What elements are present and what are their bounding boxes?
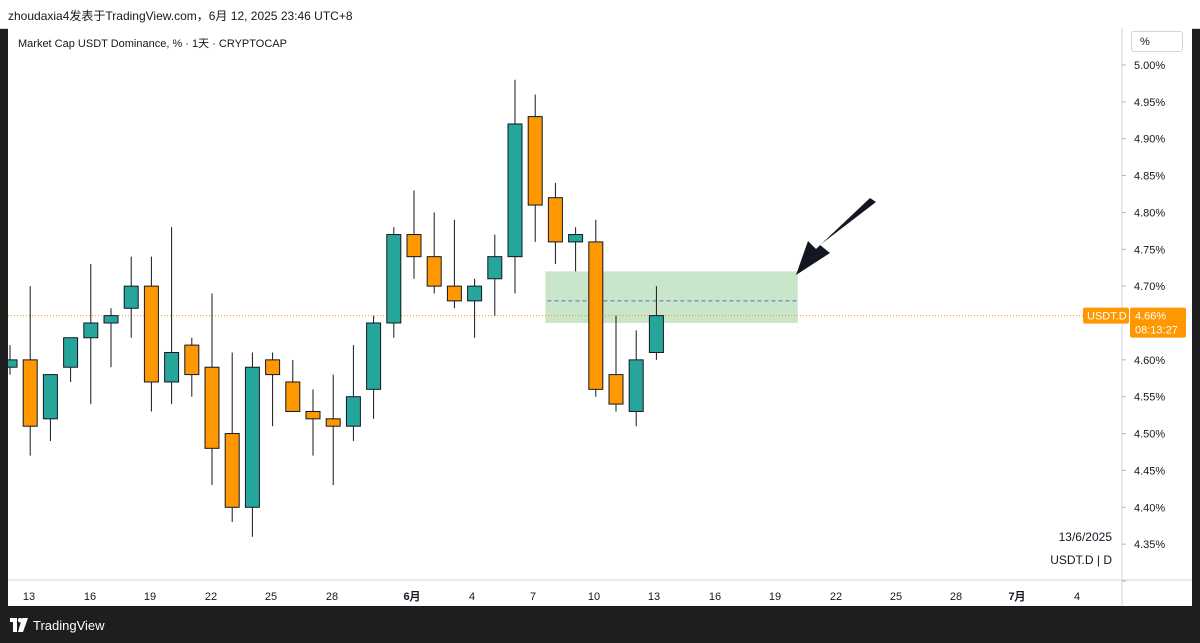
chart-author-title: zhoudaxia4发表于TradingView.com，6月 12, 2025…	[8, 9, 353, 23]
candle-body[interactable]	[42, 374, 58, 420]
candle-body[interactable]	[143, 285, 159, 383]
x-tick-label: 16	[84, 591, 96, 603]
x-tick-label: 7	[530, 591, 536, 603]
highlight-zone[interactable]	[545, 271, 798, 323]
candles-group	[3, 79, 664, 537]
candle-body[interactable]	[345, 396, 361, 427]
x-tick-label: 25	[265, 591, 277, 603]
x-tick-label: 28	[950, 591, 962, 603]
candle-body[interactable]	[366, 322, 382, 390]
candle-body[interactable]	[467, 285, 483, 302]
candle-body[interactable]	[406, 234, 422, 258]
candle-body[interactable]	[487, 256, 503, 280]
candle-body[interactable]	[83, 322, 99, 339]
x-tick-label: 13	[23, 591, 35, 603]
x-tick-label: 22	[830, 591, 842, 603]
candle-body[interactable]	[507, 123, 523, 258]
candle-body[interactable]	[386, 234, 402, 324]
footer-bar: TradingView	[0, 606, 1200, 643]
y-tick-label: 4.75%	[1134, 244, 1165, 256]
candle-body[interactable]	[123, 285, 139, 309]
x-tick-label: 16	[709, 591, 721, 603]
y-tick-label: 4.45%	[1134, 465, 1165, 477]
arrow-annotation[interactable]	[796, 198, 876, 275]
y-tick-label: 4.70%	[1134, 281, 1165, 293]
candle-body[interactable]	[527, 116, 543, 206]
candle-body[interactable]	[325, 418, 341, 427]
candle-body[interactable]	[426, 256, 442, 287]
candle-body[interactable]	[608, 374, 624, 405]
x-tick-label: 10	[588, 591, 600, 603]
symbol-watermark: USDT.D | D	[1050, 553, 1112, 567]
candle-body[interactable]	[204, 366, 220, 449]
symbol-tag-label: USDT.D	[1087, 311, 1127, 323]
x-tick-label: 4	[469, 591, 475, 603]
x-tick-label: 4	[1074, 591, 1080, 603]
candle-body[interactable]	[224, 433, 240, 508]
y-tick-label: 5.00%	[1134, 60, 1165, 72]
candle-body[interactable]	[3, 359, 18, 368]
tradingview-brand[interactable]: TradingView	[33, 618, 105, 633]
current-price-value: 4.66%	[1135, 311, 1166, 323]
y-tick-label: 4.95%	[1134, 97, 1165, 109]
y-tick-label: 4.40%	[1134, 502, 1165, 514]
candle-body[interactable]	[285, 381, 301, 412]
x-tick-label: 19	[144, 591, 156, 603]
candle-body[interactable]	[103, 315, 119, 324]
y-tick-label: 4.55%	[1134, 392, 1165, 404]
candle-body[interactable]	[265, 359, 281, 376]
x-tick-label: 7月	[1008, 590, 1025, 603]
candle-body[interactable]	[568, 234, 584, 243]
x-tick-label: 28	[326, 591, 338, 603]
y-tick-label: 4.35%	[1134, 539, 1165, 551]
candle-body[interactable]	[305, 410, 321, 420]
y-tick-label: 4.50%	[1134, 429, 1165, 441]
date-watermark: 13/6/2025	[1059, 530, 1113, 544]
symbol-legend: Market Cap USDT Dominance, % · 1天 · CRYP…	[18, 38, 287, 50]
candle-body[interactable]	[588, 241, 604, 390]
x-tick-label: 6月	[403, 590, 420, 603]
candle-body[interactable]	[244, 366, 260, 508]
y-tick-label: 4.60%	[1134, 355, 1165, 367]
y-tick-label: 4.80%	[1134, 207, 1165, 219]
x-tick-label: 13	[648, 591, 660, 603]
candle-body[interactable]	[628, 359, 644, 412]
percent-scale-button[interactable]: %	[1131, 31, 1183, 52]
candle-body[interactable]	[184, 344, 200, 376]
x-tick-label: 19	[769, 591, 781, 603]
candle-body[interactable]	[22, 359, 38, 427]
symbol-price-tag	[1083, 307, 1129, 324]
candle-body[interactable]	[164, 351, 180, 383]
candle-body[interactable]	[63, 337, 79, 368]
y-tick-label: 4.90%	[1134, 134, 1165, 146]
x-tick-label: 25	[890, 591, 902, 603]
x-tick-label: 22	[205, 591, 217, 603]
y-tick-label: 4.85%	[1134, 171, 1165, 183]
current-price-tag	[1130, 307, 1186, 338]
candle-body[interactable]	[547, 197, 563, 243]
tradingview-logo-icon	[10, 618, 28, 632]
candle-body[interactable]	[446, 285, 462, 302]
candle-body[interactable]	[648, 315, 664, 353]
bar-countdown: 08:13:27	[1135, 325, 1178, 337]
